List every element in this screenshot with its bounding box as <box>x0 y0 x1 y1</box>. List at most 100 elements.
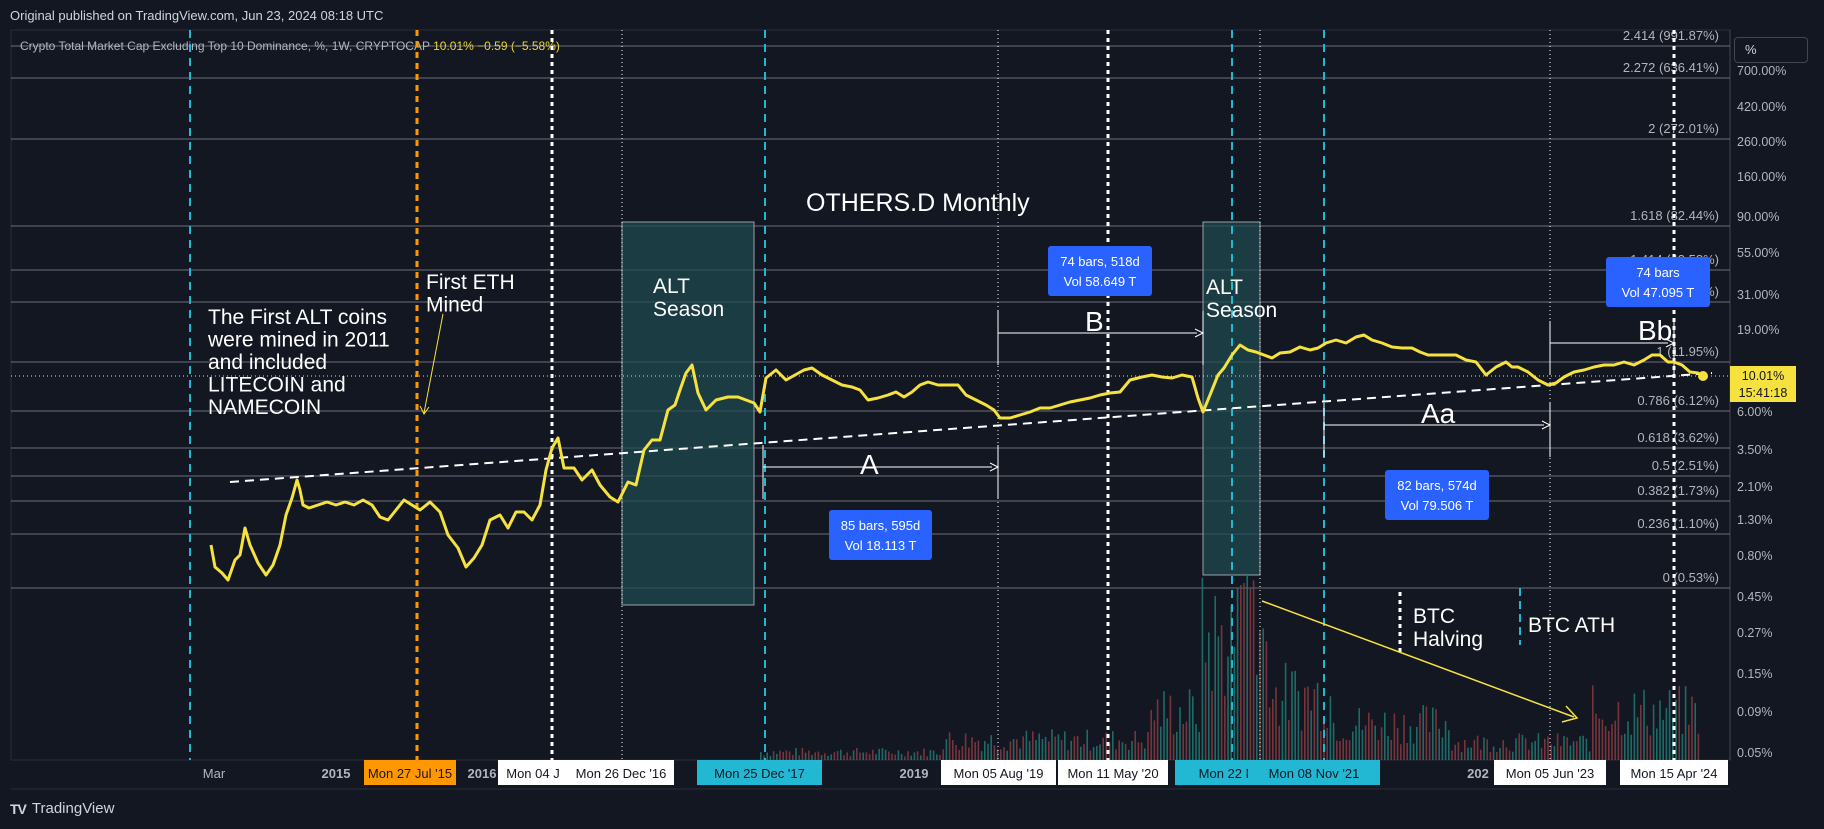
annotation-range-a: A <box>860 449 879 480</box>
volume-bar <box>1640 704 1642 760</box>
volume-bar <box>1368 712 1370 760</box>
volume-bar <box>1121 742 1124 760</box>
volume-bar <box>1201 577 1204 760</box>
volume-bar <box>1144 748 1146 760</box>
date-tag-bg <box>1248 760 1380 785</box>
volume-bar <box>974 742 976 760</box>
annotation-range-aa: Aa <box>1421 398 1456 429</box>
volume-bar <box>929 750 932 760</box>
volume-bar <box>1646 725 1648 760</box>
annotation-first-alts: and included <box>208 351 327 374</box>
volume-bar <box>1524 738 1527 760</box>
measure-box-line2: Vol 58.649 T <box>1064 274 1137 289</box>
time-tick: 2016 <box>468 766 497 781</box>
fib-level-label: 2.414 (991.87%) <box>1623 28 1719 43</box>
volume-bar <box>1038 733 1040 760</box>
volume-bar <box>1080 746 1082 760</box>
volume-bar <box>1336 740 1338 760</box>
volume-bar <box>955 744 957 760</box>
date-tag-bg <box>1620 760 1728 785</box>
percent-scale-button[interactable]: % <box>1734 37 1808 63</box>
volume-bar <box>993 745 996 760</box>
volume-bar <box>1297 690 1300 760</box>
volume-bar <box>1284 662 1287 760</box>
volume-bar <box>1396 728 1399 760</box>
eth-pointer-line <box>423 313 444 414</box>
volume-bar <box>891 753 893 760</box>
annotation-alt-season-1: Season <box>653 298 724 321</box>
measure-box-line1: 74 bars <box>1636 265 1680 280</box>
volume-bar <box>1345 739 1348 760</box>
fib-level-label: 0.5 (2.51%) <box>1652 458 1719 473</box>
date-tag-bg <box>941 760 1056 785</box>
volume-bar <box>1320 731 1322 760</box>
volume-bar <box>1361 729 1364 760</box>
volume-bar <box>1428 732 1431 760</box>
price-tick: 1.30% <box>1737 513 1772 527</box>
annotation-range-b: B <box>1085 306 1104 337</box>
volume-bar <box>1380 727 1383 760</box>
volume-bar <box>958 749 960 760</box>
volume-bar <box>795 748 797 760</box>
date-tag-bg <box>1058 760 1168 785</box>
volume-bar <box>1508 750 1511 760</box>
volume-bar <box>904 756 906 760</box>
volume-bar <box>1022 736 1024 760</box>
annotation-first-alts: The First ALT coins <box>208 306 387 329</box>
volume-bar <box>1102 737 1104 760</box>
volume-bar <box>1230 605 1232 760</box>
date-tag: Mon 25 Dec '17 <box>714 766 805 781</box>
annotation-alt-season-1: ALT <box>653 275 690 298</box>
volume-bar <box>1352 731 1354 760</box>
time-tick: 2015 <box>322 766 351 781</box>
volume-bar <box>1060 739 1063 760</box>
volume-bar <box>862 752 864 760</box>
volume-bar <box>1086 729 1088 760</box>
volume-bar <box>907 751 909 760</box>
volume-bar <box>798 755 800 760</box>
volume-bar <box>1534 740 1536 760</box>
volume-bar <box>1108 743 1111 760</box>
fib-level-label: 1 (11.95%) <box>1656 344 1719 359</box>
volume-bar <box>1198 731 1200 760</box>
date-tag: Mon 11 May '20 <box>1067 766 1158 781</box>
volume-bar <box>1387 736 1389 760</box>
volume-bar <box>1051 729 1053 760</box>
volume-bar <box>990 735 992 760</box>
volume-bar <box>1633 693 1636 760</box>
volume-bar <box>1342 738 1344 760</box>
volume-bar <box>1675 699 1677 760</box>
volume-bar <box>868 754 871 760</box>
volume-bar <box>1425 706 1428 760</box>
publish-header: Original published on TradingView.com, J… <box>10 8 384 23</box>
eth-pointer-arrowhead <box>419 405 430 415</box>
price-tag-bg <box>1730 366 1796 402</box>
volume-bar <box>1438 728 1440 760</box>
date-tag: Mon 05 Aug '19 <box>954 766 1044 781</box>
annotation-first-alts: NAMECOIN <box>208 396 321 419</box>
volume-bar <box>808 750 810 760</box>
volume-bar <box>987 743 989 760</box>
volume-bar <box>1304 687 1306 760</box>
date-tag: Mon 08 Nov '21 <box>1269 766 1360 781</box>
price-tick: 160.00% <box>1737 170 1786 184</box>
volume-bar <box>766 752 768 760</box>
volume-bar <box>1227 656 1229 760</box>
volume-bar <box>1236 588 1239 760</box>
volume-bar <box>1249 588 1252 760</box>
volume-bar <box>1192 696 1194 760</box>
volume-bar <box>760 752 762 760</box>
volume-bar <box>1214 595 1216 760</box>
volume-bar <box>900 754 903 760</box>
volume-bar <box>1272 698 1274 760</box>
fib-level-label: 0.236 (1.10%) <box>1637 516 1719 531</box>
fib-level-label: 0.382 (1.73%) <box>1637 483 1719 498</box>
volume-bar <box>1444 721 1447 760</box>
volume-bar <box>1224 695 1226 760</box>
measure-box-line2: Vol 18.113 T <box>845 538 917 553</box>
volume-bar <box>1371 719 1373 760</box>
volume-bar <box>923 748 925 760</box>
volume-bar <box>1064 731 1066 760</box>
chart-canvas[interactable]: 700.00% 420.00% 260.00% 160.00% 90.00% 55.00%… <box>0 0 1824 790</box>
volume-bar <box>1432 707 1434 760</box>
